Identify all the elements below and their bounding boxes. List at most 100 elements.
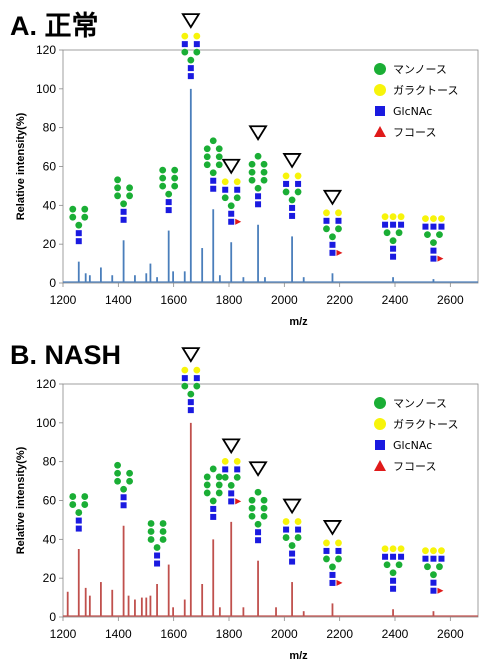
mannose-circle: [147, 528, 155, 535]
peak-marker-triangle: [181, 347, 201, 363]
x-tick-label: 1600: [160, 627, 187, 641]
mannose-circle: [114, 477, 121, 485]
mannose-circle: [171, 174, 179, 182]
mannose-circle: [221, 194, 229, 202]
legend-triangle-icon: [374, 126, 386, 137]
glcnac-square: [228, 498, 235, 505]
mannose-circle: [282, 534, 290, 541]
glcnac-square: [210, 513, 217, 520]
glcnac-square: [430, 247, 437, 254]
chart-panel-nash: B. NASH 0 20 40 60 80 100 120 1200 1400 1600 1800 2…: [0, 334, 490, 668]
mannose-circle: [288, 542, 296, 549]
x-axis-title: m/z: [289, 650, 308, 662]
legend-label: GlcNAc: [393, 439, 432, 452]
mannose-circle: [233, 194, 241, 202]
legend-item: GlcNAc: [375, 105, 432, 118]
mannose-circle: [215, 489, 223, 497]
glycan-structure-icon: [69, 205, 89, 245]
mannose-circle: [430, 571, 437, 579]
galactose-circle: [430, 547, 437, 555]
galactose-circle: [282, 172, 290, 180]
x-tick-label: 1400: [105, 627, 132, 641]
glcnac-square: [390, 221, 397, 228]
glycan-structure-icon: [203, 465, 223, 520]
legend-label: マンノース: [393, 397, 447, 410]
mannose-circle: [215, 145, 223, 153]
mannose-circle: [227, 481, 235, 489]
glycan-structure-icon: [159, 166, 179, 214]
glcnac-square: [255, 201, 262, 208]
mannose-circle: [254, 488, 262, 496]
legend-label: フコース: [393, 126, 436, 139]
glcnac-square: [390, 253, 397, 260]
fucose-triangle: [235, 218, 242, 225]
glcnac-square: [210, 177, 217, 184]
glcnac-square: [398, 553, 405, 560]
glcnac-square: [422, 223, 429, 230]
glcnac-square: [120, 494, 127, 501]
x-tick-label: 2000: [271, 627, 298, 641]
spectrum-chart-normal: 0 20 40 60 80 100 120 1200 1400 1600 1800 2000 2200 2…: [15, 13, 479, 328]
glcnac-square: [228, 218, 235, 225]
mannose-circle: [69, 213, 77, 221]
legend-triangle-icon: [374, 460, 386, 471]
x-tick-label: 2200: [326, 293, 353, 307]
mannose-circle: [147, 520, 155, 527]
mannose-circle: [159, 528, 167, 535]
mannose-circle: [260, 176, 268, 184]
mannose-circle: [260, 496, 268, 504]
galactose-circle: [323, 539, 330, 547]
mannose-circle: [120, 485, 127, 493]
galactose-circle: [438, 547, 445, 555]
legend-item: フコース: [374, 126, 436, 139]
y-axis-title: Relative intensity(%): [15, 446, 27, 554]
glycan-structure-icon: [248, 488, 268, 544]
glcnac-square: [390, 553, 397, 560]
glcnac-square: [255, 193, 262, 200]
peak-marker-triangle: [282, 498, 302, 515]
galactose-circle: [221, 178, 229, 186]
y-tick-label: 40: [43, 532, 57, 546]
mannose-circle: [81, 501, 89, 508]
glcnac-square: [120, 216, 127, 223]
legend-circle-icon: [374, 63, 386, 75]
mannose-circle: [260, 504, 268, 512]
mannose-circle: [288, 196, 296, 204]
glcnac-square: [323, 217, 330, 224]
mannose-circle: [209, 497, 217, 505]
glcnac-square: [255, 529, 262, 536]
legend-label: ガラクトース: [393, 84, 458, 97]
peak-marker-triangle: [181, 13, 201, 29]
mannose-circle: [329, 233, 336, 241]
mannose-circle: [81, 213, 89, 221]
x-tick-label: 2400: [382, 627, 409, 641]
chart-panel-normal: A. 正常 0 20 40 60 80 100 120 1200 1400 1600 1800 200…: [10, 11, 479, 328]
glycan-structure-icon: [221, 457, 242, 505]
mannose-circle: [323, 225, 330, 233]
mannose-circle: [193, 382, 201, 390]
glcnac-square: [187, 407, 194, 414]
glycan-structure-icon: [323, 209, 343, 256]
y-tick-label: 60: [43, 160, 57, 174]
glcnac-square: [187, 65, 194, 72]
peak-marker-triangle: [248, 461, 268, 477]
x-tick-label: 2600: [437, 627, 464, 641]
legend-label: ガラクトース: [393, 418, 458, 431]
glcnac-square: [187, 399, 194, 406]
glcnac-square: [234, 186, 241, 193]
mannose-circle: [260, 160, 268, 168]
x-tick-label: 2000: [271, 293, 298, 307]
glycan-structure-icon: [381, 213, 405, 260]
mannose-circle: [248, 512, 256, 520]
mannose-circle: [254, 152, 262, 160]
glcnac-square: [329, 241, 336, 248]
glcnac-square: [430, 587, 437, 594]
galactose-circle: [181, 32, 189, 40]
mannose-circle: [294, 188, 302, 196]
glcnac-square: [222, 466, 229, 473]
legend-circle-icon: [374, 418, 386, 430]
y-tick-label: 60: [43, 494, 57, 508]
peak-marker-triangle: [322, 189, 343, 206]
glcnac-square: [438, 555, 445, 562]
glcnac-square: [181, 375, 188, 382]
